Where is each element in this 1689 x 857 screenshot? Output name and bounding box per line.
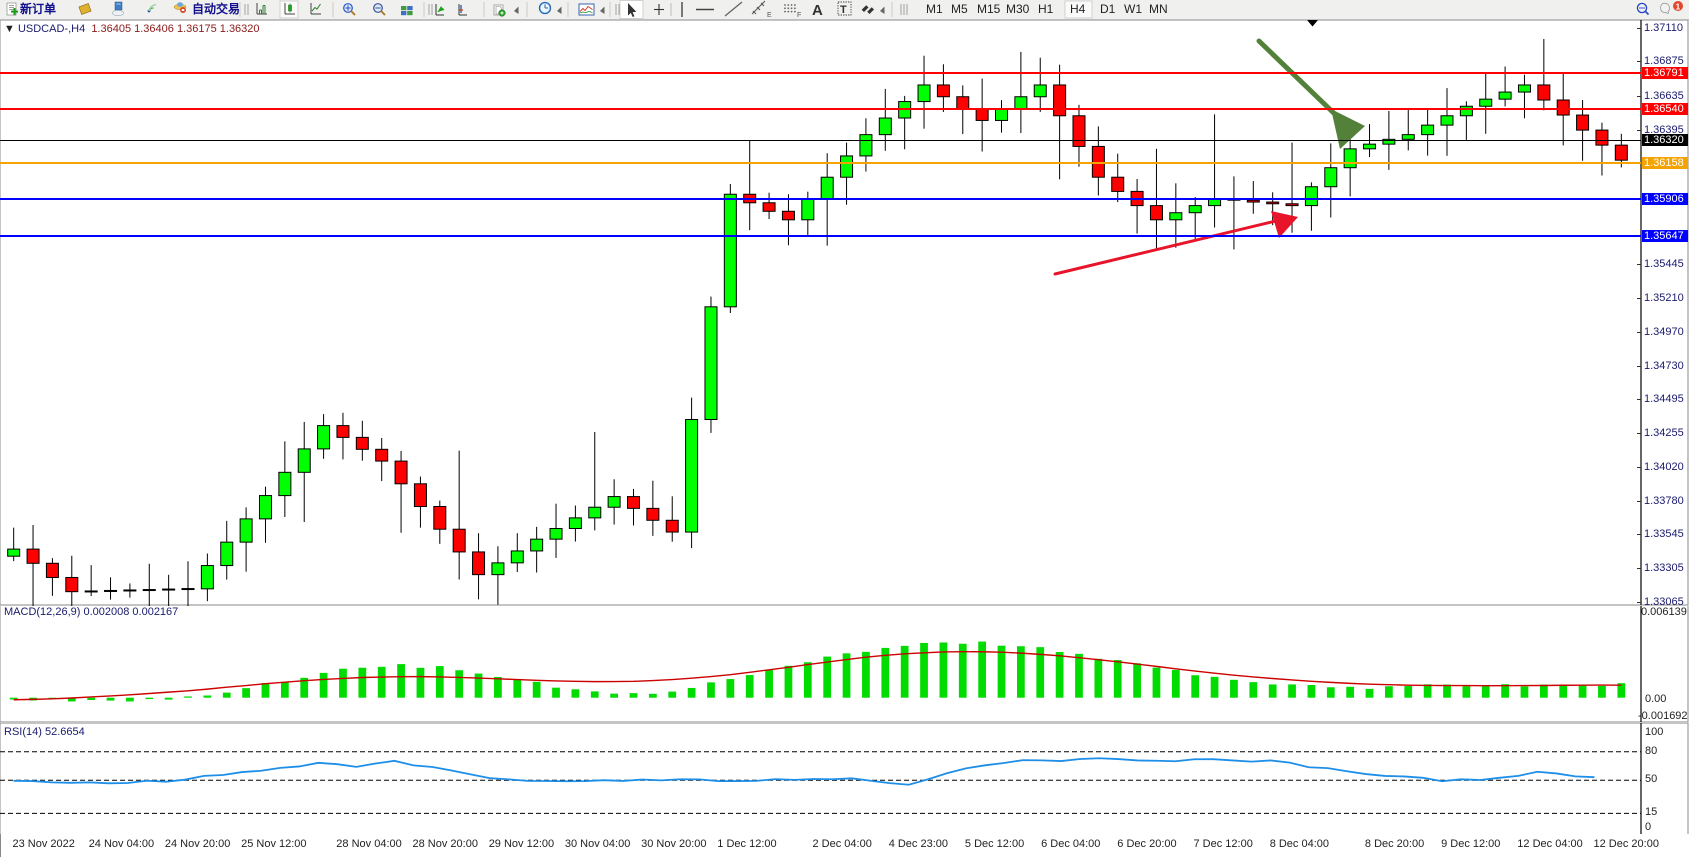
svg-text:E: E [767,12,772,19]
svg-text:新订单: 新订单 [20,1,56,16]
svg-text:H4: H4 [1070,2,1086,16]
svg-text:H1: H1 [1038,2,1054,16]
svg-text:A: A [812,2,823,19]
svg-text:M30: M30 [1006,2,1030,16]
svg-text:T: T [840,4,847,16]
svg-text:D1: D1 [1100,2,1116,16]
svg-text:W1: W1 [1124,2,1142,16]
svg-text:M1: M1 [926,2,943,16]
svg-text:M5: M5 [951,2,968,16]
svg-text:自动交易: 自动交易 [192,1,240,16]
svg-text:MN: MN [1149,2,1168,16]
svg-text:F: F [797,12,801,19]
svg-text:1: 1 [1676,2,1681,12]
svg-text:M15: M15 [977,2,1001,16]
